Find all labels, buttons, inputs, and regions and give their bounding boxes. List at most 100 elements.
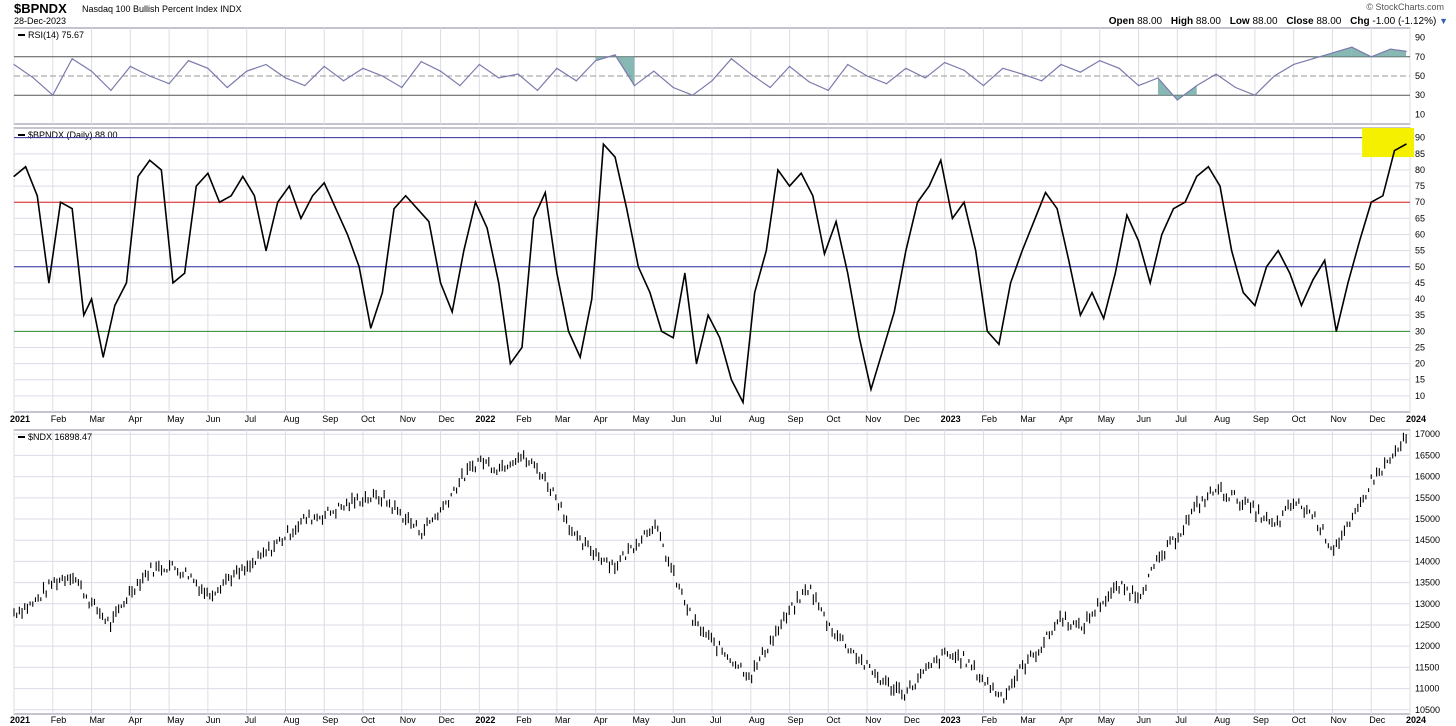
x-axis-label: Sep xyxy=(1253,414,1269,424)
bpi-point xyxy=(288,185,290,187)
x-axis-label: Apr xyxy=(594,414,608,424)
y-tick-label: 75 xyxy=(1415,181,1425,191)
rsi-point xyxy=(110,89,112,91)
y-tick-label: 85 xyxy=(1415,149,1425,159)
chg-down-icon[interactable]: ▼ xyxy=(1439,16,1448,26)
rsi-point xyxy=(866,75,868,77)
bpi-point xyxy=(405,195,407,197)
rsi-point xyxy=(1254,94,1256,96)
bpi-point xyxy=(451,311,453,313)
rsi-extreme-fill xyxy=(1332,47,1352,57)
rsi-point xyxy=(265,63,267,66)
bpi-point xyxy=(1184,201,1186,203)
bpi-point xyxy=(754,291,756,294)
x-axis-label: Mar xyxy=(1020,715,1036,725)
open-label: Open xyxy=(1108,16,1135,27)
rsi-point xyxy=(556,67,558,69)
x-axis-label: May xyxy=(632,715,650,725)
x-axis-label: Oct xyxy=(1292,414,1307,424)
rsi-point xyxy=(32,77,34,79)
bpi-point xyxy=(1056,208,1058,210)
bpi-point xyxy=(1231,250,1233,252)
y-tick-label: 50 xyxy=(1415,262,1425,272)
y-tick-label: 15500 xyxy=(1415,493,1440,503)
bpi-point xyxy=(486,227,488,229)
x-axis-label: Jul xyxy=(245,414,257,424)
bpi-point xyxy=(474,201,477,203)
bpi-point xyxy=(1044,191,1047,194)
x-axis-label: Nov xyxy=(1330,414,1347,424)
panel-title: $BPNDX (Daily) 88.00 xyxy=(28,130,118,140)
x-axis-label: Aug xyxy=(749,715,765,725)
chg-value: -1.00 (-1.12%) xyxy=(1372,16,1437,27)
y-tick-label: 70 xyxy=(1415,197,1425,207)
bpi-point xyxy=(777,169,779,171)
low-label: Low xyxy=(1229,16,1250,27)
bpi-point xyxy=(498,282,500,284)
y-tick-label: 80 xyxy=(1415,165,1425,175)
x-axis-label: Jun xyxy=(1137,715,1152,725)
x-axis-label: Apr xyxy=(594,715,608,725)
bpi-point xyxy=(463,250,465,252)
rsi-point xyxy=(284,77,287,79)
x-axis-label: Jun xyxy=(206,414,221,424)
bpi-point xyxy=(195,185,197,187)
rsi-point xyxy=(149,75,151,77)
bpi-point xyxy=(1219,185,1221,187)
bpi-point xyxy=(707,314,709,316)
bpi-point xyxy=(858,337,860,339)
bpi-point xyxy=(265,250,267,252)
bpi-point xyxy=(1289,272,1291,274)
rsi-point xyxy=(304,85,306,87)
x-axis-label: Sep xyxy=(788,715,804,725)
rsi-point xyxy=(362,67,364,69)
y-tick-label: 10500 xyxy=(1415,705,1440,715)
bpi-point xyxy=(730,379,732,381)
rsi-point xyxy=(1215,73,1217,75)
bpi-point xyxy=(1196,175,1198,178)
bpi-point xyxy=(1300,304,1303,307)
price-bars xyxy=(13,432,1407,704)
close-label: Close xyxy=(1286,16,1314,27)
bpi-point xyxy=(59,201,62,203)
rsi-point xyxy=(1137,85,1140,87)
y-tick-label: 15000 xyxy=(1415,514,1440,524)
low-value: 88.00 xyxy=(1252,16,1278,27)
y-tick-label: 16000 xyxy=(1415,472,1440,482)
bpi-point xyxy=(1335,330,1337,332)
bpi-point xyxy=(1114,272,1116,274)
x-axis-label: Aug xyxy=(1214,715,1230,725)
bpi-point xyxy=(48,282,50,284)
bpi-point xyxy=(812,195,814,197)
y-tick-label: 13500 xyxy=(1415,578,1440,588)
rsi-point xyxy=(1293,63,1295,66)
x-axis-label: Apr xyxy=(1059,715,1073,725)
x-axis-label: Feb xyxy=(516,414,532,424)
chart-date: 28-Dec-2023 xyxy=(14,16,67,26)
x-axis-label: Feb xyxy=(516,715,532,725)
x-axis-label: Aug xyxy=(283,414,299,424)
x-axis-label: Apr xyxy=(128,414,142,424)
bpi-point xyxy=(963,201,965,203)
bpi-point xyxy=(695,362,698,365)
x-axis-label: May xyxy=(1098,414,1116,424)
y-tick-label: 10 xyxy=(1415,109,1425,119)
y-tick-label: 40 xyxy=(1415,294,1425,304)
rsi-point xyxy=(1390,48,1392,50)
open-value: 88.00 xyxy=(1137,16,1163,27)
bpi-point xyxy=(137,175,139,178)
y-tick-label: 35 xyxy=(1415,310,1425,320)
bpi-point xyxy=(591,298,593,300)
x-axis-label: Jun xyxy=(206,715,221,725)
y-tick-label: 17000 xyxy=(1415,429,1440,439)
bpi-point xyxy=(1393,149,1396,152)
rsi-point xyxy=(536,89,539,91)
rsi-point xyxy=(1312,58,1314,60)
rsi-point xyxy=(982,85,985,87)
rsi-point xyxy=(1405,50,1407,52)
rsi-point xyxy=(13,63,15,66)
x-axis-label: Oct xyxy=(361,715,376,725)
panel-title: $NDX 16898.47 xyxy=(28,432,92,442)
rsi-point xyxy=(711,80,713,82)
x-axis-label: 2022 xyxy=(475,715,495,725)
